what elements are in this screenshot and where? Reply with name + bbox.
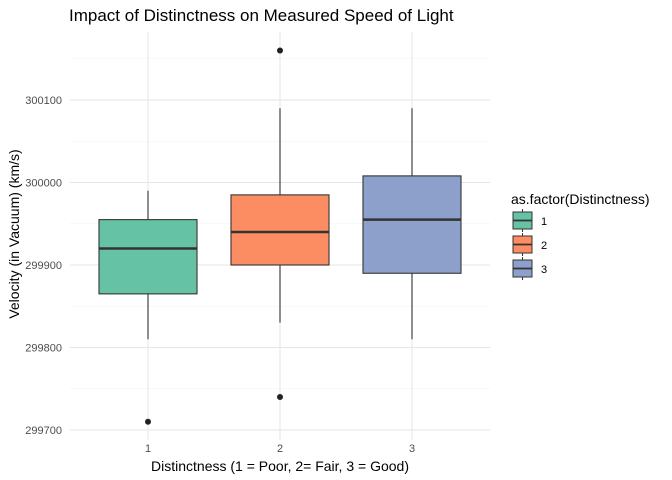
x-tick-label: 1 <box>145 443 151 455</box>
y-tick-label: 300000 <box>25 178 62 190</box>
box-group-2 <box>230 47 330 400</box>
x-tick-label: 3 <box>409 443 415 455</box>
y-tick-label: 299700 <box>25 425 62 437</box>
y-axis-title: Velocity (in Vacuum) (km/s) <box>6 149 22 318</box>
box-group-3 <box>362 108 462 340</box>
outlier-point <box>145 418 151 425</box>
y-tick-labels: 299700 299800 299900 300000 300100 <box>25 95 62 437</box>
x-tick-label: 2 <box>277 443 283 455</box>
legend-label-2: 2 <box>541 240 547 252</box>
box-2 <box>230 194 330 266</box>
x-axis-title: Distinctness (1 = Poor, 2= Fair, 3 = Goo… <box>151 458 409 474</box>
y-tick-label: 299900 <box>25 260 62 272</box>
legend: as.factor(Distinctness) 1 2 3 <box>511 191 649 280</box>
outlier-point <box>277 394 283 400</box>
legend-label-1: 1 <box>541 216 547 228</box>
box-group-1 <box>98 190 198 425</box>
chart-title: Impact of Distinctness on Measured Speed… <box>69 6 454 25</box>
y-tick-label: 299800 <box>25 343 62 355</box>
box-3 <box>362 175 462 274</box>
x-tick-labels: 1 2 3 <box>145 443 415 455</box>
y-tick-label: 300100 <box>25 95 62 107</box>
outlier-point <box>277 47 283 54</box>
box-1 <box>98 219 198 295</box>
box-series <box>98 47 462 425</box>
legend-title: as.factor(Distinctness) <box>511 191 649 207</box>
legend-label-3: 3 <box>541 264 547 276</box>
